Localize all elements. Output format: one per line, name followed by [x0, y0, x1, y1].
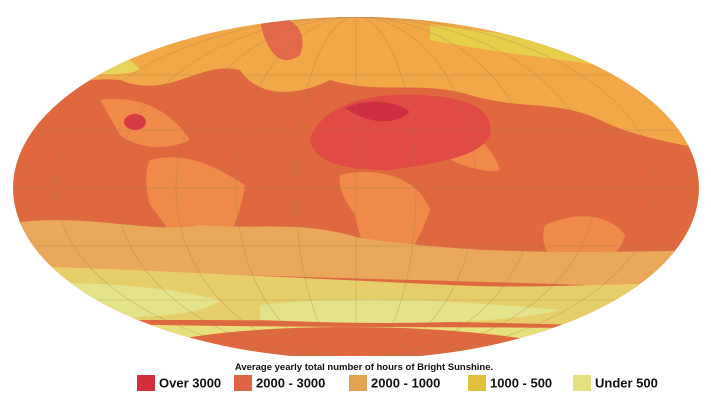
legend-label: 1000 - 500: [490, 375, 552, 390]
legend-label: 2000 - 1000: [371, 375, 440, 390]
legend: Over 3000 2000 - 3000 2000 - 1000 1000 - 50…: [137, 375, 658, 391]
legend-label: 2000 - 3000: [256, 375, 325, 390]
legend-swatch: [137, 375, 155, 391]
legend-swatch: [573, 375, 591, 391]
caption: Average yearly total number of hours of …: [235, 362, 493, 373]
legend-swatch: [234, 375, 252, 391]
legend-swatch: [349, 375, 367, 391]
legend-label: Over 3000: [159, 375, 221, 390]
legend-swatch: [468, 375, 486, 391]
legend-label: Under 500: [595, 375, 658, 390]
